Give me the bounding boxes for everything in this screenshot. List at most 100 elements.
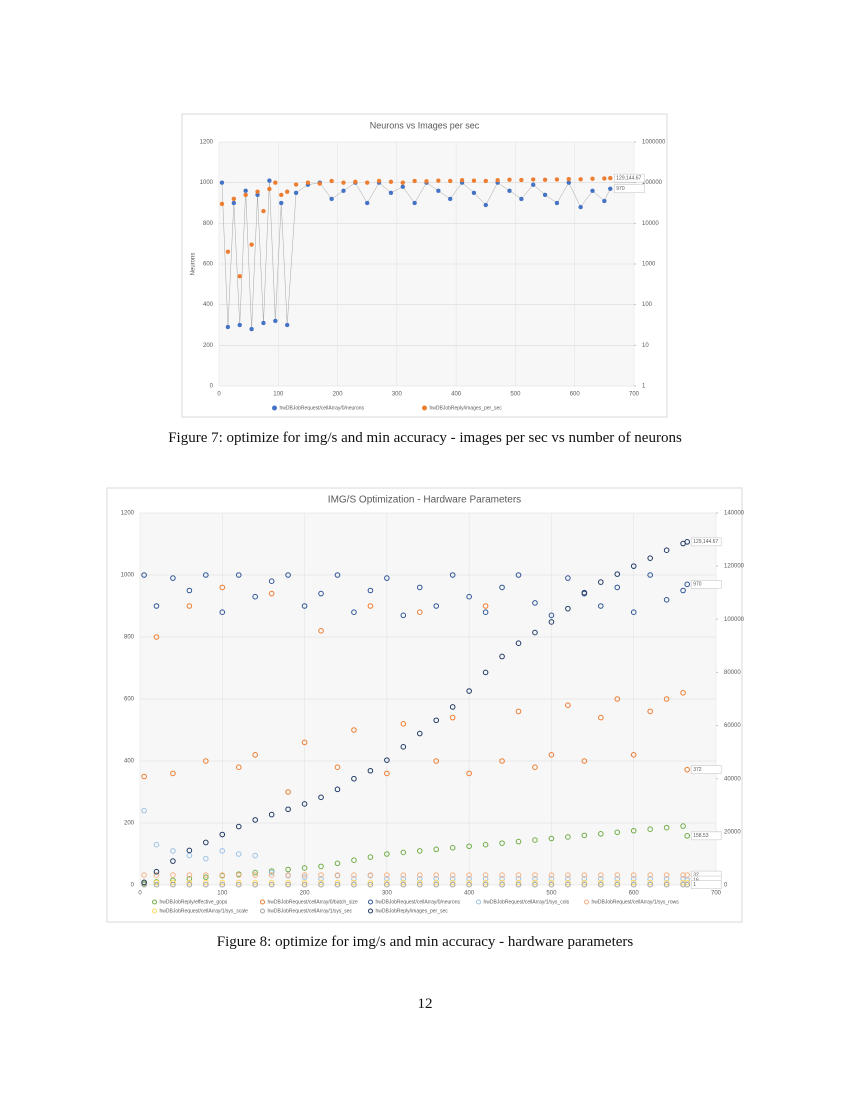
- point: [384, 879, 390, 886]
- point: [203, 839, 209, 846]
- legend-label: hwDBJobRequest/cellArray/1/sys_scale: [160, 908, 249, 914]
- point: [598, 881, 604, 888]
- point: [448, 178, 453, 184]
- point: [353, 179, 358, 185]
- point: [565, 872, 571, 878]
- point: [153, 872, 160, 878]
- legend-marker: [584, 899, 589, 905]
- point: [630, 563, 637, 569]
- point: [433, 603, 440, 609]
- x-tick-label: 400: [451, 392, 462, 398]
- point: [267, 178, 272, 183]
- point: [400, 872, 407, 878]
- point: [483, 178, 488, 184]
- point: [252, 881, 258, 888]
- point: [252, 852, 258, 859]
- legend-label: hwDBJobReply/images_per_sec: [376, 908, 449, 914]
- point: [186, 881, 193, 888]
- legend-marker: [260, 908, 265, 914]
- point: [449, 881, 456, 888]
- point: [153, 879, 160, 886]
- point: [285, 866, 291, 873]
- point: [252, 817, 258, 823]
- point: [663, 872, 670, 878]
- caption: Figure 8: optimize for img/s and min acc…: [216, 934, 634, 950]
- point: [273, 318, 278, 324]
- point: [448, 196, 453, 202]
- point: [365, 200, 370, 206]
- point: [507, 188, 512, 194]
- point: [203, 874, 209, 881]
- point: [647, 826, 653, 833]
- point: [268, 578, 275, 585]
- point: [334, 872, 341, 878]
- point: [630, 881, 637, 888]
- annotation: 32: [693, 872, 699, 878]
- point: [219, 609, 226, 616]
- point: [483, 202, 488, 208]
- point: [647, 879, 653, 886]
- legend-marker: [368, 908, 373, 914]
- annotation: 16: [693, 877, 699, 883]
- point: [482, 841, 489, 848]
- point: [482, 879, 489, 886]
- point: [532, 837, 538, 843]
- point: [581, 832, 588, 839]
- point: [318, 879, 324, 886]
- point: [663, 881, 670, 888]
- point: [400, 879, 407, 886]
- point: [235, 851, 242, 857]
- point: [684, 539, 691, 545]
- point: [203, 572, 209, 578]
- annotation: 372: [693, 767, 702, 773]
- point: [471, 178, 477, 183]
- point: [219, 879, 226, 886]
- y-tick-label: 400: [203, 302, 214, 308]
- point: [317, 181, 322, 186]
- x-tick-label: 100: [273, 392, 284, 398]
- point: [614, 571, 621, 577]
- point: [252, 869, 258, 876]
- point: [284, 322, 290, 328]
- point: [542, 177, 548, 182]
- y-axis-label: Neurons: [191, 253, 197, 276]
- point: [663, 547, 670, 554]
- x-tick-label: 600: [629, 891, 640, 897]
- point: [334, 860, 341, 867]
- point: [416, 879, 423, 886]
- point: [273, 180, 278, 185]
- point: [341, 188, 346, 194]
- point: [647, 572, 653, 578]
- point: [203, 881, 209, 888]
- point: [351, 879, 357, 886]
- chart: Neurons vs Images per sec020040060080010…: [181, 113, 668, 418]
- point: [608, 175, 613, 181]
- point: [466, 593, 472, 600]
- point: [630, 876, 637, 882]
- point: [663, 597, 670, 603]
- point: [186, 876, 193, 882]
- point: [630, 872, 637, 878]
- point: [301, 801, 308, 807]
- point: [531, 177, 536, 182]
- point: [416, 881, 423, 888]
- point: [449, 714, 456, 721]
- point: [531, 182, 536, 187]
- y2-tick-label: 1000000: [642, 140, 666, 146]
- legend-label: hwDBJobRequest/cellArray/0/batch_size: [268, 899, 359, 905]
- point: [186, 603, 193, 609]
- point: [235, 872, 242, 878]
- point: [235, 823, 242, 830]
- annotation: 970: [616, 186, 625, 192]
- point: [252, 593, 258, 600]
- point: [203, 879, 209, 886]
- point: [554, 200, 560, 206]
- point: [565, 834, 571, 840]
- point: [499, 879, 505, 886]
- point: [400, 744, 407, 750]
- y2-tick-label: 1000: [642, 262, 656, 268]
- point: [318, 863, 324, 870]
- point: [433, 758, 440, 764]
- point: [532, 881, 538, 888]
